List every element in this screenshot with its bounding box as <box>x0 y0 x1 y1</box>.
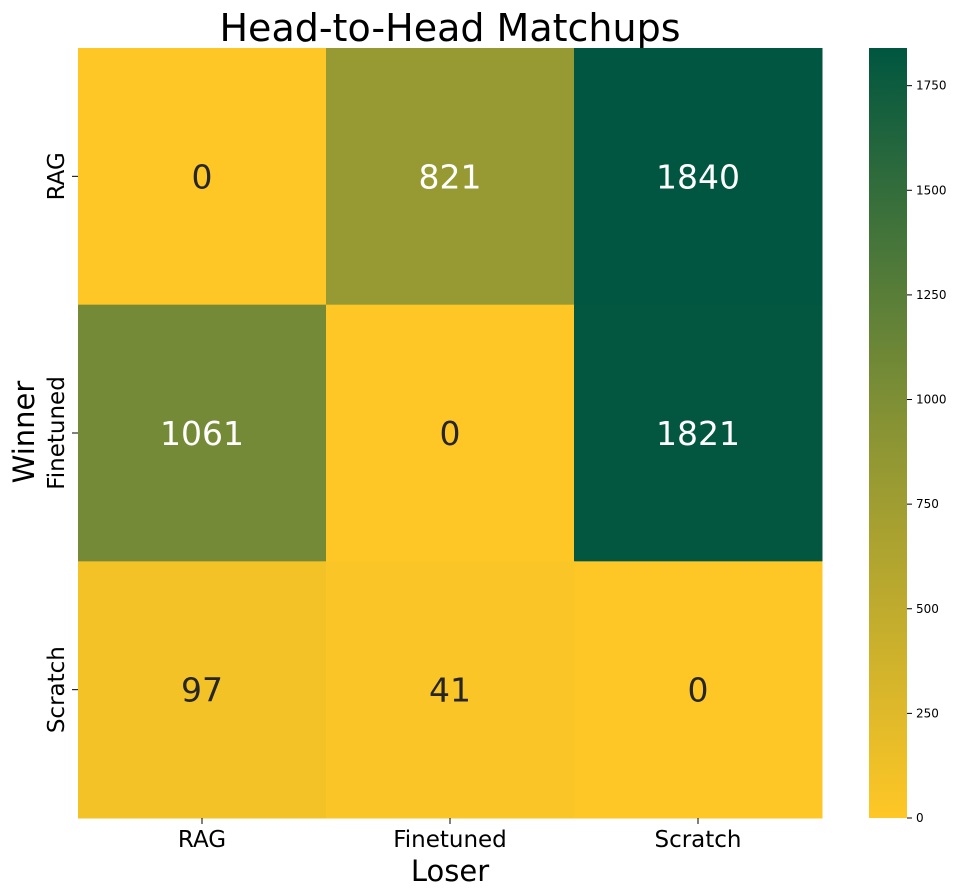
colorbar-tick-label: 1500 <box>916 183 947 197</box>
cell-value-label: 0 <box>688 671 709 710</box>
colorbar-tick-label: 1250 <box>916 288 947 302</box>
colorbar-ticks: 0 250 500 750 1000 1250 1500 1750 <box>907 79 947 825</box>
y-tick-label: Scratch <box>44 646 70 733</box>
x-tick-label: Finetuned <box>393 827 507 853</box>
heatmap-cell <box>78 48 327 306</box>
cell-value-label: 0 <box>440 414 461 453</box>
y-tick-label: Finetuned <box>44 376 70 490</box>
colorbar-tick-label: 1750 <box>916 79 947 93</box>
heatmap-cell <box>574 304 823 562</box>
heatmap-cell <box>326 561 575 819</box>
y-tick-label: RAG <box>44 152 70 200</box>
colorbar-tick-label: 1000 <box>916 393 947 407</box>
x-tick-label: RAG <box>178 827 226 853</box>
cell-value-label: 97 <box>181 671 223 710</box>
cell-value-label: 1821 <box>656 414 740 453</box>
colorbar <box>869 48 907 818</box>
y-axis-label: Winner <box>7 381 41 484</box>
x-axis-label: Loser <box>411 854 489 888</box>
x-axis: RAG Finetuned Scratch <box>178 818 742 853</box>
heatmap-cell <box>78 304 327 562</box>
heatmap-cell <box>574 48 823 306</box>
colorbar-tick-label: 0 <box>916 811 924 825</box>
x-tick-label: Scratch <box>654 827 741 853</box>
colorbar-tick-label: 500 <box>916 602 939 616</box>
cell-value-label: 0 <box>192 157 213 196</box>
heatmap-cell <box>326 48 575 306</box>
cell-value-label: 1061 <box>160 414 244 453</box>
cell-value-label: 1840 <box>656 157 740 196</box>
cell-value-label: 821 <box>419 157 482 196</box>
y-axis: RAG Finetuned Scratch <box>44 152 78 733</box>
heatmap-cell <box>78 561 327 819</box>
colorbar-tick-label: 250 <box>916 706 939 720</box>
colorbar-tick-label: 750 <box>916 497 939 511</box>
cell-value-label: 41 <box>429 671 471 710</box>
heatmap-cell <box>326 304 575 562</box>
chart-title: Head-to-Head Matchups <box>219 6 680 50</box>
heatmap-cell <box>574 561 823 819</box>
heatmap-cells: 0 821 1840 1061 0 1821 97 41 0 <box>78 48 823 819</box>
